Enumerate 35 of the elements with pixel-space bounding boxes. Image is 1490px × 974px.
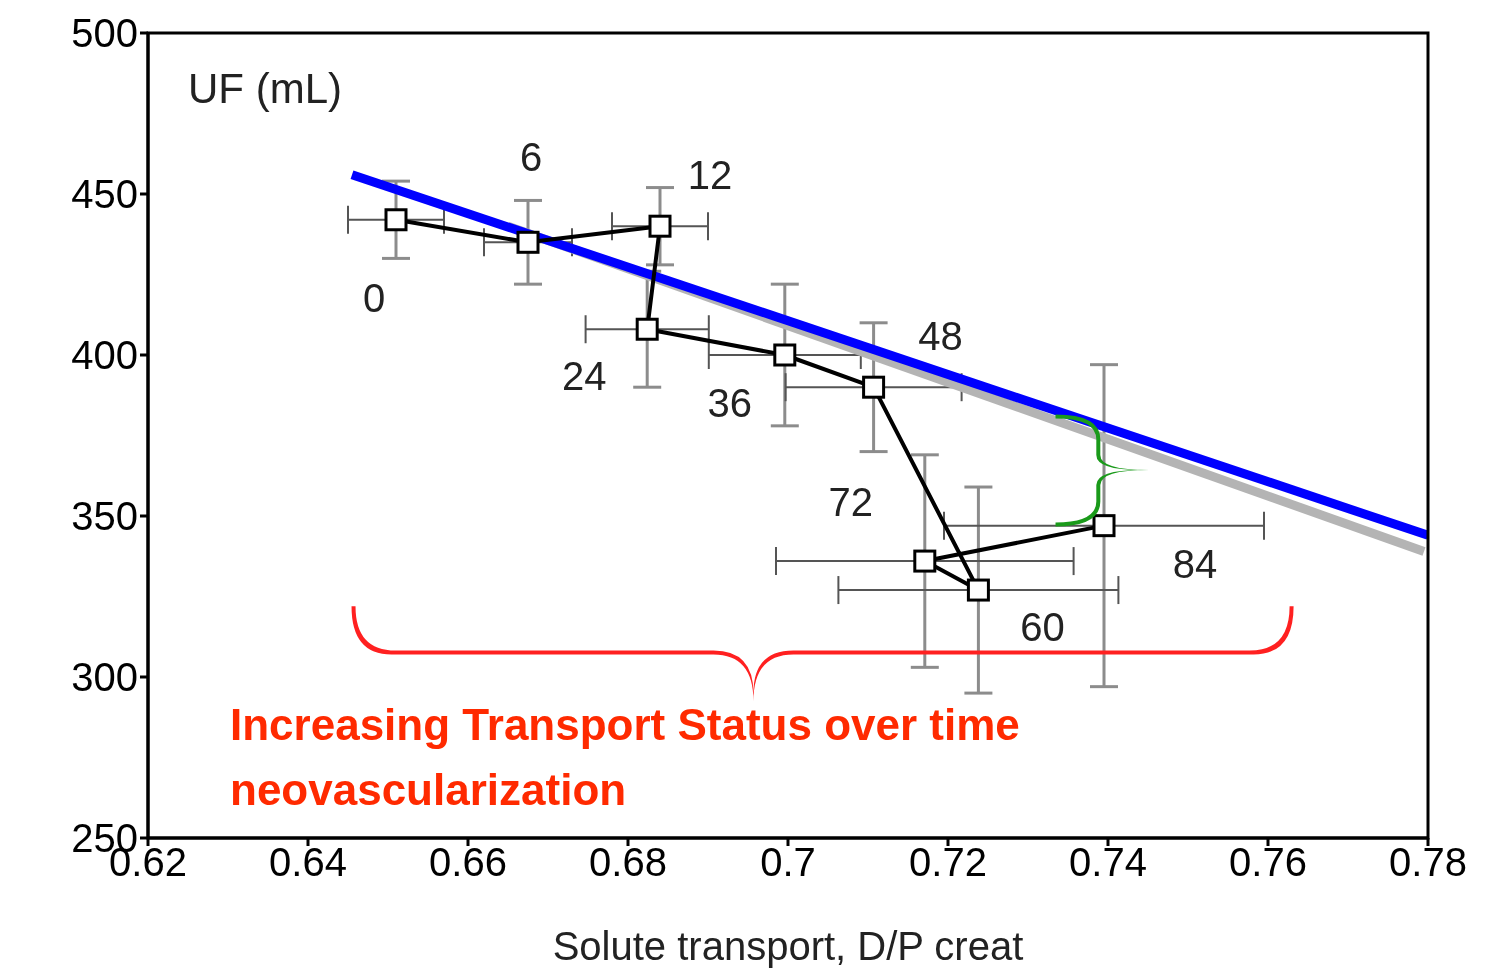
point: [913, 549, 937, 573]
point: [862, 375, 886, 399]
annotation: 12: [687, 152, 733, 197]
annotation: 48: [918, 313, 963, 358]
x-tick-label: 0.7: [760, 840, 816, 885]
y-tick-label: 450: [71, 172, 138, 217]
x-tick-label: 0.68: [589, 840, 667, 885]
point: [648, 214, 672, 238]
annotation: Increasing Transport Status over time: [230, 700, 1020, 750]
point: [635, 317, 659, 341]
point: [773, 343, 797, 367]
annotation: 60: [1020, 604, 1065, 649]
annotation: 72: [828, 479, 874, 524]
annotation: 0: [362, 276, 386, 321]
annotation: 6: [519, 134, 543, 179]
point: [1092, 514, 1116, 538]
y-tick-label: 400: [71, 333, 138, 378]
annotation: neovascularization: [230, 765, 627, 815]
annotation: 24: [561, 353, 607, 398]
x-tick-label: 0.76: [1229, 840, 1307, 885]
x-axis-title: Solute transport, D/P creat: [552, 924, 1024, 968]
annotation: 84: [1172, 542, 1218, 587]
x-tick-label: 0.74: [1069, 840, 1147, 885]
y-tick-label: 500: [71, 11, 138, 56]
x-tick-label: 0.72: [909, 840, 987, 885]
x-tick-label: 0.66: [429, 840, 507, 885]
y-tick-label: 300: [71, 655, 138, 700]
point: [966, 578, 990, 602]
x-tick-label: 0.78: [1389, 840, 1467, 885]
x-tick-label: 0.64: [269, 840, 347, 885]
point: [384, 208, 408, 232]
y-tick-label: 350: [71, 494, 138, 539]
y-axis-title: UF (mL): [188, 65, 342, 112]
annotation: 36: [707, 380, 753, 425]
point: [516, 230, 540, 254]
